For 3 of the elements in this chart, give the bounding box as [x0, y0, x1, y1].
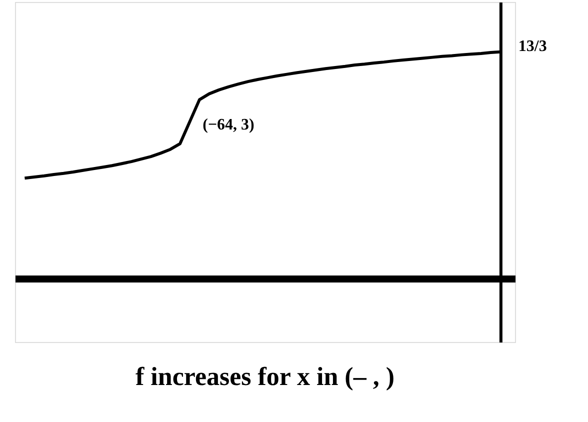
text: 13/3	[518, 38, 547, 56]
text: f increases for x in (– , )	[136, 362, 394, 391]
annotation: (−64, 3)	[202, 116, 254, 134]
